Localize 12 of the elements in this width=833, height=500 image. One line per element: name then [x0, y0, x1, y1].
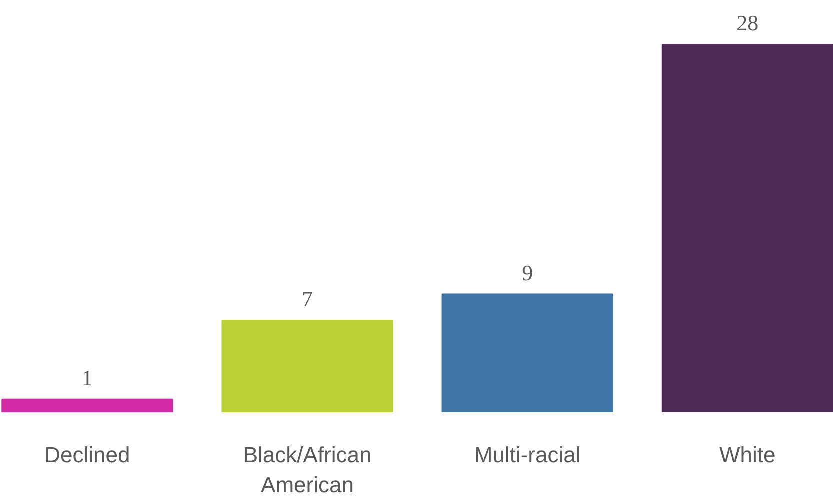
- bar: [2, 398, 174, 412]
- bar: [442, 294, 614, 412]
- data-label: 1: [82, 365, 93, 390]
- data-label: 28: [736, 10, 759, 36]
- bar: [222, 320, 394, 412]
- x-tick-label: Black/African American: [243, 442, 372, 498]
- x-tick-label: Declined: [44, 442, 130, 468]
- x-tick-label: White: [720, 442, 776, 468]
- x-tick-label: Multi-racial: [474, 442, 581, 468]
- data-label: 9: [522, 260, 534, 286]
- bar: [662, 44, 833, 412]
- data-label: 7: [302, 286, 314, 312]
